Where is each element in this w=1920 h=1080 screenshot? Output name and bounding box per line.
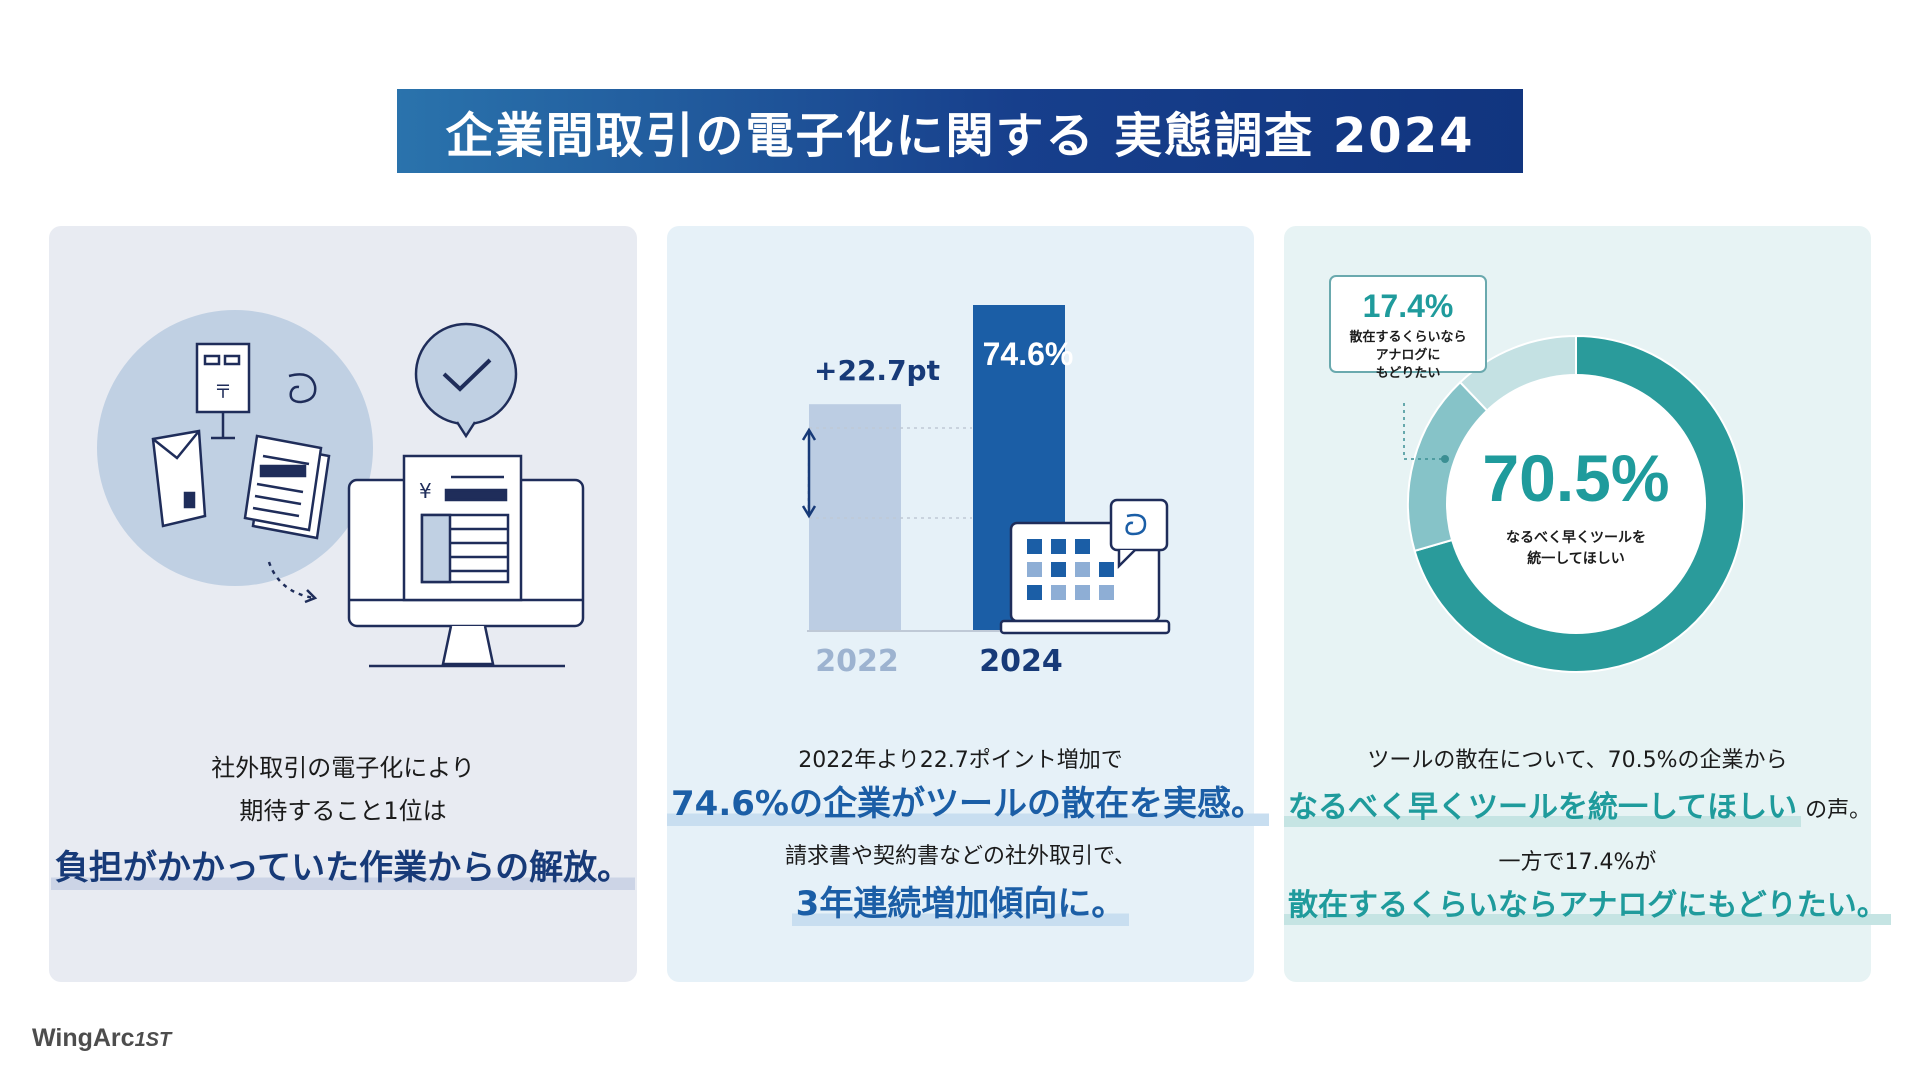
panel1-line2: 期待すること1位は (239, 797, 447, 825)
bar-chart (801, 305, 1171, 635)
check-bubble-icon (414, 322, 518, 439)
mailbox-icon: 〒 (195, 342, 251, 440)
panel2-line1: 2022年より22.7ポイント増加で (798, 748, 1123, 773)
monitor-icon: ¥ (347, 454, 585, 668)
panel1-line1: 社外取引の電子化により (211, 754, 475, 782)
center-line1: なるべく早くツールを (1506, 530, 1646, 546)
callout-line3: もどりたい (1375, 366, 1441, 381)
panel3-line2: 一方で17.4%が (1498, 850, 1657, 875)
callout-line2: アナログに (1375, 348, 1441, 363)
center-line2: 統一してほしい (1527, 551, 1625, 567)
svg-text:¥: ¥ (419, 479, 432, 503)
donut-chart (1329, 275, 1745, 673)
panel3-highlight2: 散在するくらいならアナログにもどりたい。 (1284, 880, 1891, 925)
panel3-highlight1: なるべく早くツールを統一してほしい の声。 (1284, 782, 1871, 827)
bar-delta-label: +22.7pt (814, 354, 940, 387)
callout-line1: 散在するくらいなら (1349, 330, 1467, 345)
panel-expectation: 〒 ¥ (49, 226, 637, 982)
spiral-icon (288, 373, 317, 404)
panel3-line1: ツールの散在について、70.5%の企業から (1367, 748, 1788, 773)
panel-tool-unify: 17.4% 散在するくらいなら アナログに もどりたい 70.5% なるべく早く… (1284, 226, 1891, 982)
page-title: 企業間取引の電子化に関する 実態調査 2024 (397, 89, 1523, 173)
panel2-line2: 請求書や契約書などの社外取引で、 (784, 844, 1137, 869)
panel2-highlight2: 3年連続増加傾向に。 (667, 876, 1254, 926)
panel1-highlight: 負担がかかっていた作業からの解放。 (49, 840, 637, 890)
callout-box (1329, 275, 1487, 373)
panel-tool-scatter: +22.7pt 74.6% 2022 2024 2022年より22.7ポイント増… (667, 226, 1269, 982)
svg-text:〒: 〒 (214, 382, 232, 403)
category-label-2022: 2022 (815, 644, 899, 679)
bar-value-label: 74.6% (982, 336, 1074, 372)
laptop-grid-icon (1027, 539, 1114, 600)
category-label-2024: 2024 (979, 644, 1063, 679)
wingarc-logo: WingArc1ST (32, 1024, 172, 1052)
digitization-illustration: 〒 ¥ (97, 310, 585, 668)
center-value: 70.5% (1482, 441, 1670, 515)
envelope-icon (151, 429, 207, 528)
speech-bubble-icon (1109, 498, 1169, 570)
panel2-highlight1: 74.6%の企業がツールの散在を実感。 (667, 776, 1269, 826)
paper-document-icon (243, 434, 331, 540)
callout-value: 17.4% (1362, 288, 1454, 324)
